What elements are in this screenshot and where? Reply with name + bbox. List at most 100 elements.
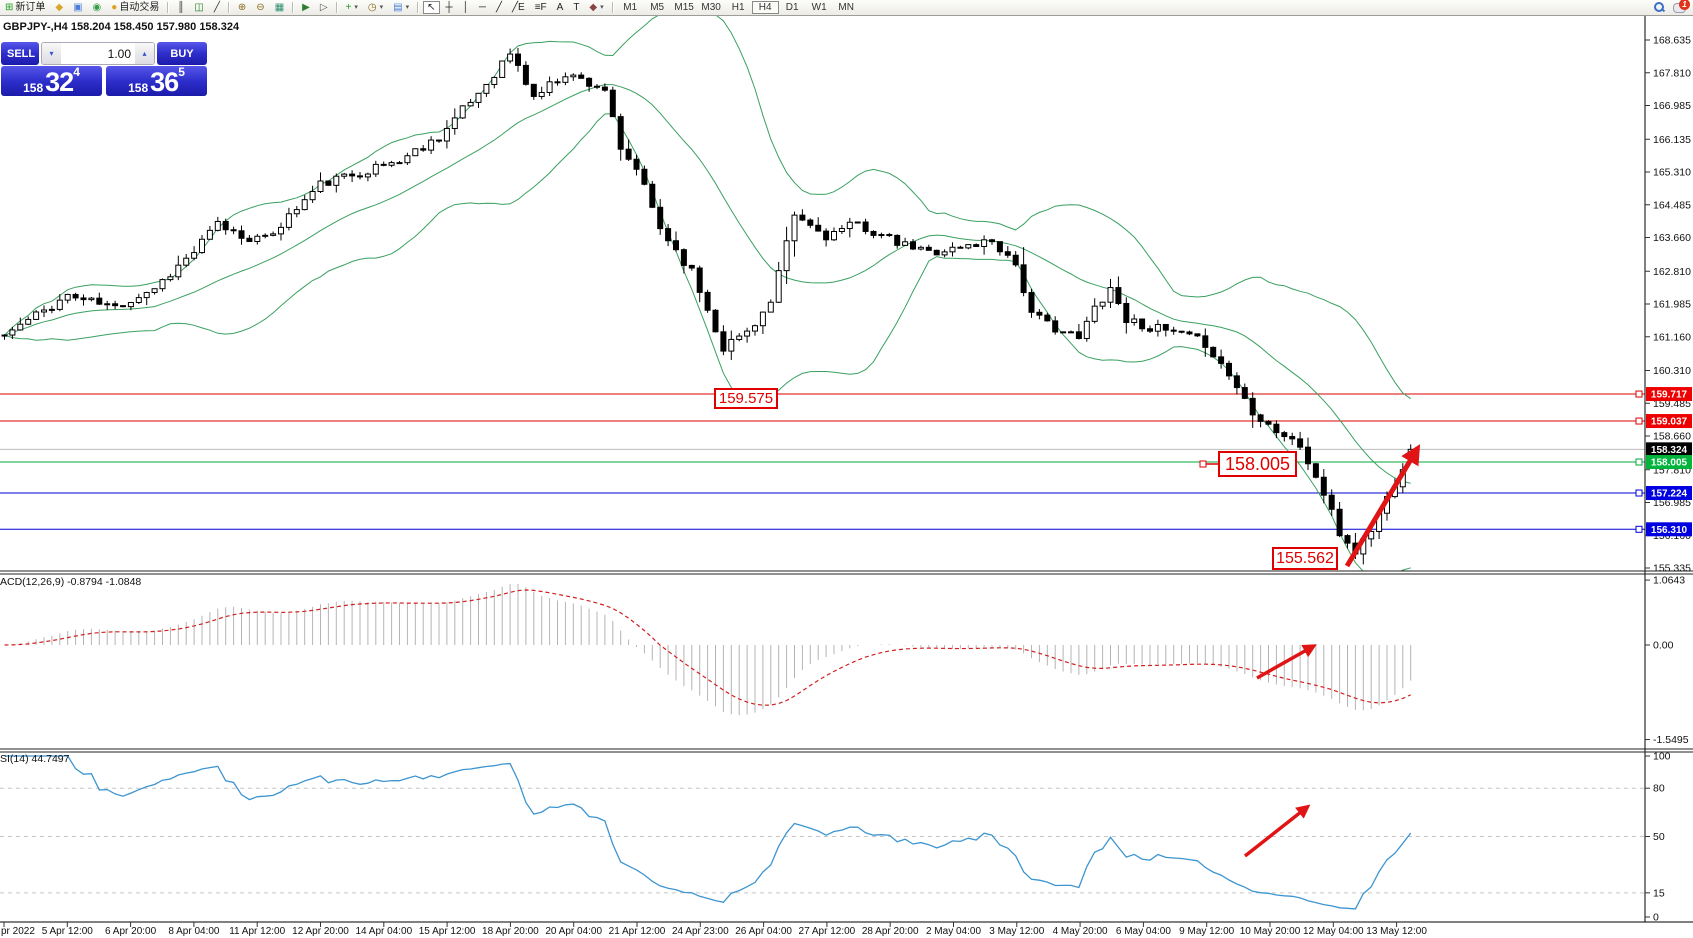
time-tick-label: 8 Apr 04:00	[168, 926, 220, 937]
macd-signal-line	[4, 589, 1411, 706]
tile-windows-button[interactable]: ▦	[271, 1, 288, 14]
price-tag-label: 157.224	[1651, 489, 1688, 500]
timeframe-m15[interactable]: M15	[671, 1, 698, 14]
timeframe-h4[interactable]: H4	[751, 1, 779, 14]
bollinger-middle-band	[4, 84, 1411, 484]
sell-price-sup: 4	[73, 65, 80, 79]
line-chart-button[interactable]: ╱	[210, 1, 224, 14]
volume-stepper: ▾ 1.00 ▴	[41, 42, 155, 65]
chevron-down-icon: ▾	[379, 4, 384, 11]
new-order-button[interactable]: ⊞ 新订单	[1, 1, 49, 14]
profile-button[interactable]: ▣	[69, 1, 86, 14]
text-label-button[interactable]: T	[569, 1, 583, 14]
toolbar-separator	[292, 2, 295, 13]
annotation-anchor	[1199, 460, 1207, 468]
line-end-marker	[1635, 390, 1643, 398]
search-icon[interactable]	[1653, 1, 1665, 13]
chevron-down-icon: ▾	[405, 4, 410, 11]
vertical-line-button[interactable]: │	[459, 1, 473, 14]
templates-button[interactable]: ▤ ▾	[389, 1, 413, 14]
arrows-button[interactable]: ◆ ▾	[585, 1, 607, 14]
main-chart-pane	[0, 16, 1645, 571]
toolbar-button-groups: ⊞ 新订单 ◆ ▣ ◉ ● 自动交易 ║ ◫ ╱ ⊕ ⊖ ▦ ▶ ▷ + ▾ ◷ ▾ ▤ ▾ ↖ ┼ │ ─ ╱ ╱E ≡F A T ◆ ▾ M…	[0, 0, 860, 15]
timeframe-m5[interactable]: M5	[644, 1, 671, 14]
rsi-tick-label: 80	[1653, 783, 1665, 795]
candlestick-chart-icon: ◫	[194, 2, 204, 13]
volume-decrease-button[interactable]: ▾	[42, 43, 61, 64]
rsi-tick-label: 100	[1653, 751, 1671, 763]
eraser-button[interactable]: ◆	[51, 1, 67, 14]
bollinger-upper-band	[4, 16, 1411, 400]
macd-tick-label: 0.00	[1653, 640, 1674, 652]
toolbar-separator	[611, 2, 614, 13]
zoom-out-button[interactable]: ⊖	[252, 1, 268, 14]
price-tag-label: 158.005	[1651, 458, 1688, 469]
trendline-icon: ╱	[495, 2, 502, 13]
trend-arrow[interactable]	[1256, 644, 1317, 680]
time-tick-label: 9 May 12:00	[1179, 926, 1234, 937]
timeframe-w1[interactable]: W1	[806, 1, 833, 14]
price-tag	[1646, 387, 1692, 402]
rsi-line	[4, 755, 1412, 910]
trendline-button[interactable]: ╱	[492, 1, 506, 14]
periods-button[interactable]: ◷ ▾	[364, 1, 387, 14]
chevron-down-icon: ▾	[600, 4, 604, 11]
timeframe-d1[interactable]: D1	[779, 1, 806, 14]
macd-tick-label: 1.0643	[1653, 575, 1685, 587]
sell-button[interactable]: SELL	[1, 42, 39, 65]
buy-button[interactable]: BUY	[157, 42, 207, 65]
timeframe-m1[interactable]: M1	[617, 1, 644, 14]
toolbar-separator	[167, 2, 170, 13]
horizontal-line-button[interactable]: ─	[475, 1, 490, 14]
candlestick-chart-button[interactable]: ◫	[190, 1, 207, 14]
trend-arrow[interactable]	[1243, 804, 1311, 858]
volume-input[interactable]: 1.00	[107, 47, 131, 61]
eraser-icon: ◆	[55, 2, 64, 13]
profile-icon: ▣	[73, 2, 83, 13]
text-icon: A	[556, 2, 564, 13]
time-tick-label: 13 May 12:00	[1366, 926, 1427, 937]
time-tick-label: 3 May 12:00	[989, 926, 1044, 937]
macd-histogram	[11, 584, 1412, 716]
candles-layer	[1, 48, 1414, 565]
price-tick-label: 162.810	[1653, 266, 1691, 278]
price-annotation[interactable]: 159.575	[714, 388, 778, 409]
buy-price-prefix: 158	[128, 81, 149, 95]
time-tick-label: 28 Apr 20:00	[862, 926, 919, 937]
chart-shift-button[interactable]: ▷	[316, 1, 332, 14]
price-tick-label: 161.160	[1653, 331, 1691, 343]
bar-chart-button[interactable]: ║	[173, 1, 188, 14]
signal-button[interactable]: ◉	[89, 1, 106, 14]
auto-scroll-button[interactable]: ▶	[298, 1, 314, 14]
volume-increase-button[interactable]: ▴	[135, 43, 154, 64]
chart-shift-icon: ▷	[319, 2, 328, 13]
sell-price-display[interactable]: 158 32 4	[1, 66, 102, 96]
macd-pane	[4, 584, 1412, 716]
main-toolbar: ⊞ 新订单 ◆ ▣ ◉ ● 自动交易 ║ ◫ ╱ ⊕ ⊖ ▦ ▶ ▷ + ▾ ◷ ▾ ▤ ▾ ↖ ┼ │ ─ ╱ ╱E ≡F A T ◆ ▾ M…	[0, 0, 1693, 16]
trend-arrow[interactable]	[1344, 444, 1421, 568]
fibonacci-button[interactable]: ≡F	[531, 1, 551, 14]
toolbar-separator	[227, 2, 230, 13]
equidistant-channel-button[interactable]: ╱E	[508, 1, 529, 14]
zoom-in-button[interactable]: ⊕	[234, 1, 250, 14]
price-tick-label: 166.135	[1653, 134, 1691, 146]
time-tick-label: 2 May 04:00	[926, 926, 981, 937]
buy-price-display[interactable]: 158 36 5	[106, 66, 207, 96]
crosshair-icon: ┼	[445, 2, 453, 13]
price-annotation[interactable]: 158.005	[1218, 451, 1297, 477]
timeframe-m30[interactable]: M30	[698, 1, 725, 14]
autotrading-button[interactable]: ● 自动交易	[107, 1, 163, 14]
time-tick-label: 15 Apr 12:00	[419, 926, 476, 937]
indicators-icon: +	[345, 2, 352, 13]
cursor-button[interactable]: ↖	[423, 1, 440, 14]
text-button[interactable]: A	[553, 1, 568, 14]
indicators-button[interactable]: + ▾	[342, 1, 362, 14]
timeframe-mn[interactable]: MN	[833, 1, 860, 14]
chat-icon[interactable]: 1	[1673, 0, 1690, 13]
crosshair-button[interactable]: ┼	[442, 1, 457, 14]
price-annotation[interactable]: 155.562	[1272, 547, 1338, 570]
auto-scroll-icon: ▶	[302, 2, 310, 13]
timeframe-h1[interactable]: H1	[725, 1, 752, 14]
